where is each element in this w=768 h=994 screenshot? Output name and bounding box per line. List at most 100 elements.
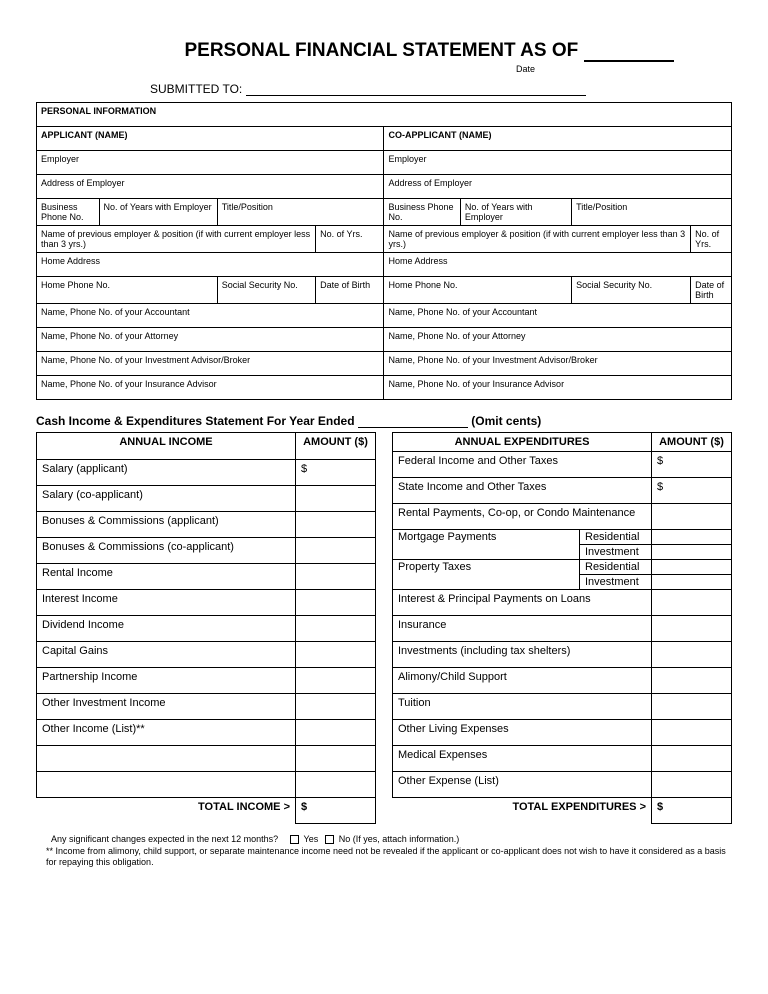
exp-r3-amt[interactable] (652, 504, 732, 530)
inc-r11-amt[interactable] (296, 720, 376, 746)
addr-employer-b[interactable]: Address of Employer (384, 175, 732, 199)
inc-blank2-amt[interactable] (296, 772, 376, 798)
foot-star: ** Income from alimony, child support, o… (46, 846, 726, 868)
inc-r9: Partnership Income (37, 668, 296, 694)
exp-r13-amt[interactable] (652, 772, 732, 798)
inc-blank1[interactable] (37, 746, 296, 772)
title-b[interactable]: Title/Position (572, 199, 732, 226)
exp-r6-amt[interactable] (652, 590, 732, 616)
years-a[interactable]: No. of Years with Employer (99, 199, 217, 226)
exp-r7-amt[interactable] (652, 616, 732, 642)
exp-r4-res-amt[interactable] (652, 530, 732, 545)
inc-r5-amt[interactable] (296, 564, 376, 590)
accountant-b[interactable]: Name, Phone No. of your Accountant (384, 304, 732, 328)
exp-r1: Federal Income and Other Taxes (393, 452, 652, 478)
income-header: ANNUAL INCOME (37, 433, 296, 460)
insurance-b[interactable]: Name, Phone No. of your Insurance Adviso… (384, 376, 732, 400)
income-amount-header: AMOUNT ($) (296, 433, 376, 460)
inc-blank1-amt[interactable] (296, 746, 376, 772)
exp-r5-res-amt[interactable] (652, 560, 732, 575)
exp-r6: Interest & Principal Payments on Loans (393, 590, 652, 616)
inc-r2: Salary (co-applicant) (37, 486, 296, 512)
submitted-to-blank[interactable] (246, 95, 586, 96)
employer-b[interactable]: Employer (384, 151, 732, 175)
exp-r8: Investments (including tax shelters) (393, 642, 652, 668)
exp-r9-amt[interactable] (652, 668, 732, 694)
inc-r10-amt[interactable] (296, 694, 376, 720)
attorney-b[interactable]: Name, Phone No. of your Attorney (384, 328, 732, 352)
exp-r11-amt[interactable] (652, 720, 732, 746)
inc-total-amt[interactable]: $ (296, 798, 376, 824)
exp-r10-amt[interactable] (652, 694, 732, 720)
advisor-b[interactable]: Name, Phone No. of your Investment Advis… (384, 352, 732, 376)
exp-r3: Rental Payments, Co-op, or Condo Mainten… (393, 504, 652, 530)
expenditure-table: ANNUAL EXPENDITURES AMOUNT ($) Federal I… (392, 432, 732, 824)
pi-header: PERSONAL INFORMATION (37, 103, 732, 127)
inc-r1-amt[interactable]: $ (296, 460, 376, 486)
exp-r12: Medical Expenses (393, 746, 652, 772)
ssn-a[interactable]: Social Security No. (217, 277, 315, 304)
attorney-a[interactable]: Name, Phone No. of your Attorney (37, 328, 384, 352)
inc-r4: Bonuses & Commissions (co-applicant) (37, 538, 296, 564)
advisor-a[interactable]: Name, Phone No. of your Investment Advis… (37, 352, 384, 376)
inc-r11: Other Income (List)** (37, 720, 296, 746)
home-addr-b[interactable]: Home Address (384, 253, 732, 277)
bus-phone-b[interactable]: Business Phone No. (384, 199, 460, 226)
dob-a[interactable]: Date of Birth (316, 277, 384, 304)
exp-r13: Other Expense (List) (393, 772, 652, 798)
year-blank[interactable] (358, 427, 468, 428)
home-phone-a[interactable]: Home Phone No. (37, 277, 218, 304)
exp-r5: Property Taxes (393, 560, 580, 590)
inc-r3-amt[interactable] (296, 512, 376, 538)
home-phone-b[interactable]: Home Phone No. (384, 277, 572, 304)
exp-r5-inv-amt[interactable] (652, 575, 732, 590)
exp-r11: Other Living Expenses (393, 720, 652, 746)
exp-r5-res: Residential (580, 560, 652, 575)
inc-r8-amt[interactable] (296, 642, 376, 668)
exp-r5-inv: Investment (580, 575, 652, 590)
exp-r12-amt[interactable] (652, 746, 732, 772)
date-blank-line[interactable] (584, 60, 674, 62)
inc-blank2[interactable] (37, 772, 296, 798)
inc-r2-amt[interactable] (296, 486, 376, 512)
exp-amount-header: AMOUNT ($) (652, 433, 732, 452)
checkbox-yes[interactable] (290, 835, 299, 844)
income-table: ANNUAL INCOME AMOUNT ($) Salary (applica… (36, 432, 376, 824)
exp-r7: Insurance (393, 616, 652, 642)
years-b[interactable]: No. of Years with Employer (460, 199, 571, 226)
exp-header: ANNUAL EXPENDITURES (393, 433, 652, 452)
accountant-a[interactable]: Name, Phone No. of your Accountant (37, 304, 384, 328)
addr-employer-a[interactable]: Address of Employer (37, 175, 384, 199)
inc-r4-amt[interactable] (296, 538, 376, 564)
exp-r2-amt[interactable]: $ (652, 478, 732, 504)
home-addr-a[interactable]: Home Address (37, 253, 384, 277)
exp-total-amt[interactable]: $ (652, 798, 732, 824)
checkbox-no[interactable] (325, 835, 334, 844)
inc-r6-amt[interactable] (296, 590, 376, 616)
page: PERSONAL FINANCIAL STATEMENT AS OF Date … (0, 0, 768, 899)
bus-phone-a[interactable]: Business Phone No. (37, 199, 100, 226)
inc-r10: Other Investment Income (37, 694, 296, 720)
inc-r9-amt[interactable] (296, 668, 376, 694)
prev-emp-b[interactable]: Name of previous employer & position (if… (384, 226, 691, 253)
inc-total-label: TOTAL INCOME > (37, 798, 296, 824)
exp-r4-inv-amt[interactable] (652, 545, 732, 560)
personal-info-table: PERSONAL INFORMATION APPLICANT (NAME) CO… (36, 102, 732, 400)
foot-no: No (If yes, attach information.) (339, 834, 460, 844)
title-a[interactable]: Title/Position (217, 199, 384, 226)
prev-emp-a[interactable]: Name of previous employer & position (if… (37, 226, 316, 253)
inc-r8: Capital Gains (37, 642, 296, 668)
noyrs-a[interactable]: No. of Yrs. (316, 226, 384, 253)
noyrs-b[interactable]: No. of Yrs. (691, 226, 732, 253)
coapplicant-header: CO-APPLICANT (NAME) (384, 127, 732, 151)
inc-r3: Bonuses & Commissions (applicant) (37, 512, 296, 538)
insurance-a[interactable]: Name, Phone No. of your Insurance Adviso… (37, 376, 384, 400)
employer-a[interactable]: Employer (37, 151, 384, 175)
inc-r7-amt[interactable] (296, 616, 376, 642)
ssn-b[interactable]: Social Security No. (572, 277, 691, 304)
exp-r4-res: Residential (580, 530, 652, 545)
exp-r10: Tuition (393, 694, 652, 720)
dob-b[interactable]: Date of Birth (691, 277, 732, 304)
exp-r8-amt[interactable] (652, 642, 732, 668)
exp-r1-amt[interactable]: $ (652, 452, 732, 478)
